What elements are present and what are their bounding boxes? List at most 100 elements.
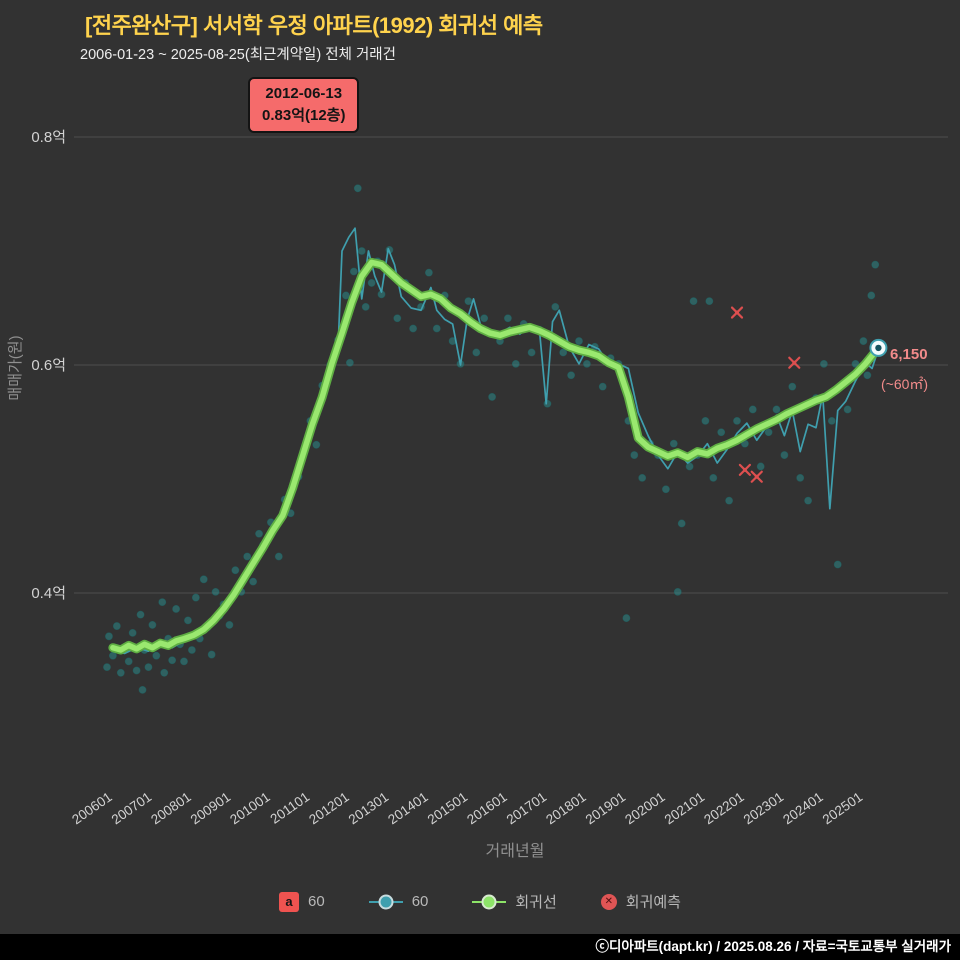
scatter-point (158, 598, 167, 607)
scatter-point (144, 663, 153, 671)
scatter-point (796, 473, 805, 482)
x-tick-label: 201401 (385, 789, 431, 827)
scatter-point (188, 646, 196, 654)
scatter-point (575, 337, 583, 345)
x-tick-label: 202301 (741, 789, 787, 827)
scatter-point (225, 621, 234, 629)
scatter-point (136, 610, 145, 619)
chart-subtitle: 2006-01-23 ~ 2025-08-25(최근계약일) 전체 거래건 (80, 47, 396, 63)
scatter-point (551, 302, 560, 311)
x-tick-label: 200901 (188, 789, 234, 827)
x-tick-label: 200601 (69, 789, 115, 827)
x-tick-label: 200701 (109, 789, 155, 827)
scatter-point (425, 268, 433, 277)
scatter-point (112, 622, 121, 630)
x-glyph: ✕ (604, 895, 613, 907)
scatter-point (342, 291, 350, 300)
x-tick-label: 201001 (227, 789, 273, 827)
scatter-point (717, 428, 726, 437)
scatter-point (353, 184, 362, 193)
x-tick-label: 201901 (583, 789, 629, 827)
footer-credit: ⓒ디아파트(dapt.kr) / 2025.08.26 / 자료=국토교통부 실… (0, 934, 960, 960)
scatter-point (867, 291, 876, 300)
scatter-point (511, 359, 520, 368)
teal-dot-icon (378, 894, 394, 909)
scatter-point (669, 439, 678, 448)
scatter-point (207, 650, 216, 659)
scatter-point (191, 593, 200, 602)
y-tick-label: 0.8억 (31, 129, 66, 146)
scatter-point (725, 496, 733, 505)
scatter-point (184, 616, 192, 625)
scatter-point (788, 382, 797, 391)
scatter-point (103, 663, 111, 671)
scatter-point (772, 405, 781, 414)
teal-line-dot-icon (368, 894, 403, 910)
scatter-point (255, 529, 263, 538)
legend: a 60 60 회귀선 ✕ 회귀예측 (0, 891, 960, 912)
scatter-point (349, 267, 358, 276)
scatter-point (638, 473, 647, 482)
scatter-point (859, 337, 868, 345)
legend-item-prediction[interactable]: ✕ 회귀예측 (600, 891, 681, 912)
scatter-point (274, 552, 283, 561)
scatter-point (148, 621, 157, 629)
scatter-point (160, 668, 169, 677)
scatter-point (583, 359, 591, 368)
legend-item-regression[interactable]: 회귀선 (472, 891, 557, 912)
scatter-point (128, 629, 137, 637)
scatter-point (409, 324, 418, 333)
scatter-point (780, 451, 789, 459)
x-tick-label: 202101 (662, 789, 708, 827)
green-line-dot-icon (472, 894, 507, 910)
x-tick-label: 201301 (346, 789, 392, 827)
scatter-point (361, 302, 370, 311)
scatter-point (559, 348, 568, 357)
scatter-point (152, 651, 161, 660)
scatter-point (833, 560, 842, 569)
scatter-point (662, 485, 670, 494)
scatter-point (132, 666, 141, 675)
scatter-point (464, 297, 473, 306)
scatter-point (863, 371, 872, 380)
scatter-point (709, 473, 718, 482)
scatter-point (116, 668, 125, 677)
scatter-point (685, 462, 694, 471)
latest-point-core (875, 344, 882, 352)
scatter-point (168, 656, 177, 665)
legend-label: 60 (411, 893, 429, 910)
scatter-point (598, 382, 607, 391)
x-axis-title: 거래년월 (486, 842, 545, 860)
latest-price-label: 6,150 (890, 346, 928, 363)
x-tick-label: 201701 (504, 789, 550, 827)
page-title: [전주완산구] 서서학 우정 아파트(1992) 회귀선 예측 (85, 13, 543, 38)
prediction-x-marker (730, 306, 744, 319)
y-axis-title: 매매가(원) (7, 335, 24, 400)
scatter-point (231, 566, 240, 575)
x-tick-label: 201101 (268, 789, 313, 827)
scatter-point (472, 348, 481, 357)
x-tick-label: 202201 (701, 789, 747, 827)
latest-area-label: (~60㎡) (881, 376, 929, 392)
scatter-point (480, 314, 489, 323)
legend-label: 회귀예측 (625, 894, 681, 911)
regression-line (110, 259, 882, 653)
x-tick-label: 200801 (148, 789, 194, 827)
scatter-point (199, 575, 208, 584)
scatter-point (701, 416, 710, 425)
scatter-point (630, 451, 639, 459)
scatter-point (851, 359, 860, 368)
x-tick-label: 201201 (306, 789, 352, 827)
scatter-point (346, 358, 354, 367)
legend-item-60[interactable]: 60 (368, 893, 429, 910)
scatter-point (105, 632, 113, 641)
scatter-point (312, 440, 321, 449)
scatter-point (357, 247, 366, 255)
scatter-point (733, 416, 741, 425)
prediction-x-marker (738, 463, 752, 476)
scatter-point (871, 260, 880, 269)
x-tick-label: 202501 (820, 789, 866, 827)
x-tick-label: 202001 (622, 789, 668, 827)
legend-item-area-60[interactable]: a 60 (279, 891, 325, 912)
